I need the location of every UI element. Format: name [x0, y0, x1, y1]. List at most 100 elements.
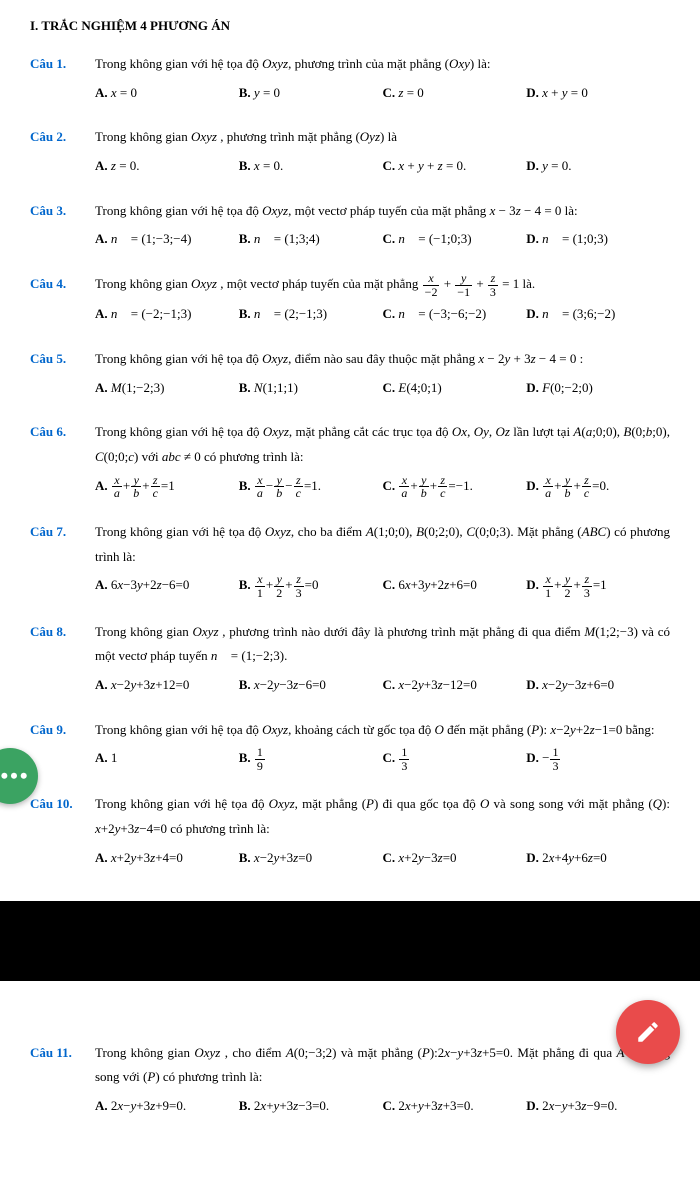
choice: C. x + y + z = 0.: [383, 154, 527, 179]
question-stem: Trong không gian với hệ tọa độ Oxyz, mặt…: [95, 792, 670, 841]
question-label: Câu 6.: [30, 420, 95, 500]
question-body: Trong không gian Oxyz , cho điểm A(0;−3;…: [95, 1041, 670, 1119]
choice: C. 2x+y+3z+3=0.: [383, 1094, 527, 1119]
question-label: Câu 7.: [30, 520, 95, 600]
question-label: Câu 10.: [30, 792, 95, 870]
question-label: Câu 8.: [30, 620, 95, 698]
choice: B. x1+y2+z3=0: [239, 573, 383, 599]
page-break: [0, 901, 700, 981]
question-stem: Trong không gian với hệ tọa độ Oxyz, điể…: [95, 347, 670, 372]
choice: A. n⃗ = (−2;−1;3): [95, 302, 239, 327]
question-label: Câu 9.: [30, 718, 95, 773]
choices: A. n⃗ = (1;−3;−4)B. n⃗ = (1;3;4)C. n⃗ = …: [95, 227, 670, 252]
choice: C. xa+yb+zc=−1.: [383, 474, 527, 500]
question-body: Trong không gian với hệ tọa độ Oxyz, cho…: [95, 520, 670, 600]
choice: C. E(4;0;1): [383, 376, 527, 401]
choice: A. 1: [95, 746, 239, 772]
choice: A. 2x−y+3z+9=0.: [95, 1094, 239, 1119]
choice: C. x+2y−3z=0: [383, 846, 527, 871]
choice: C. n⃗ = (−3;−6;−2): [383, 302, 527, 327]
choice: A. xa+yb+zc=1: [95, 474, 239, 500]
more-dots-icon: •••: [0, 763, 29, 789]
choice: C. 13: [383, 746, 527, 772]
question: Câu 7.Trong không gian với hệ tọa độ Oxy…: [30, 520, 670, 600]
choices: A. x = 0B. y = 0C. z = 0D. x + y = 0: [95, 81, 670, 106]
question-label: Câu 11.: [30, 1041, 95, 1119]
question-body: Trong không gian với hệ tọa độ Oxyz, kho…: [95, 718, 670, 773]
question-label: Câu 4.: [30, 272, 95, 327]
choice: D. n⃗ = (1;0;3): [526, 227, 670, 252]
question-label: Câu 3.: [30, 199, 95, 252]
choice: A. x = 0: [95, 81, 239, 106]
choices: A. xa+yb+zc=1B. xa−yb−zc=1.C. xa+yb+zc=−…: [95, 474, 670, 500]
choices: A. 6x−3y+2z−6=0B. x1+y2+z3=0C. 6x+3y+2z+…: [95, 573, 670, 599]
question-body: Trong không gian với hệ tọa độ Oxyz, một…: [95, 199, 670, 252]
choice: D. 2x+4y+6z=0: [526, 846, 670, 871]
question-stem: Trong không gian Oxyz , phương trình nào…: [95, 620, 670, 669]
edit-fab[interactable]: [616, 1000, 680, 1064]
choices: A. 2x−y+3z+9=0.B. 2x+y+3z−3=0.C. 2x+y+3z…: [95, 1094, 670, 1119]
section-title: I. TRẮC NGHIỆM 4 PHƯƠNG ÁN: [30, 18, 670, 34]
choice: D. n⃗ = (3;6;−2): [526, 302, 670, 327]
choice: D. x−2y−3z+6=0: [526, 673, 670, 698]
choice: B. x−2y−3z−6=0: [239, 673, 383, 698]
choice: A. x+2y+3z+4=0: [95, 846, 239, 871]
choice: B. 19: [239, 746, 383, 772]
question-stem: Trong không gian với hệ tọa độ Oxyz, kho…: [95, 718, 670, 743]
choice: A. n⃗ = (1;−3;−4): [95, 227, 239, 252]
choice: D. 2x−y+3z−9=0.: [526, 1094, 670, 1119]
choice: A. M(1;−2;3): [95, 376, 239, 401]
question-body: Trong không gian với hệ tọa độ Oxyz, phư…: [95, 52, 670, 105]
choices: A. x−2y+3z+12=0B. x−2y−3z−6=0C. x−2y+3z−…: [95, 673, 670, 698]
choice: B. 2x+y+3z−3=0.: [239, 1094, 383, 1119]
choice: D. y = 0.: [526, 154, 670, 179]
question-body: Trong không gian với hệ tọa độ Oxyz, điể…: [95, 347, 670, 400]
question: Câu 8.Trong không gian Oxyz , phương trì…: [30, 620, 670, 698]
choices: A. M(1;−2;3)B. N(1;1;1)C. E(4;0;1)D. F(0…: [95, 376, 670, 401]
question-stem: Trong không gian Oxyz , một vectơ pháp t…: [95, 272, 670, 298]
choice: C. x−2y+3z−12=0: [383, 673, 527, 698]
choice: B. x−2y+3z=0: [239, 846, 383, 871]
question-body: Trong không gian Oxyz , phương trình nào…: [95, 620, 670, 698]
question: Câu 6.Trong không gian với hệ tọa độ Oxy…: [30, 420, 670, 500]
question: Câu 3.Trong không gian với hệ tọa độ Oxy…: [30, 199, 670, 252]
choices: A. z = 0.B. x = 0.C. x + y + z = 0.D. y …: [95, 154, 670, 179]
choices: A. n⃗ = (−2;−1;3)B. n⃗ = (2;−1;3)C. n⃗ =…: [95, 302, 670, 327]
question-label: Câu 5.: [30, 347, 95, 400]
pencil-icon: [635, 1019, 661, 1045]
choice: D. x + y = 0: [526, 81, 670, 106]
choice: A. 6x−3y+2z−6=0: [95, 573, 239, 599]
choices: A. 1B. 19C. 13D. −13: [95, 746, 670, 772]
question-label: Câu 1.: [30, 52, 95, 105]
question: Câu 4.Trong không gian Oxyz , một vectơ …: [30, 272, 670, 327]
question-stem: Trong không gian với hệ tọa độ Oxyz, một…: [95, 199, 670, 224]
page: I. TRẮC NGHIỆM 4 PHƯƠNG ÁN Câu 1.Trong k…: [0, 0, 700, 1179]
question-stem: Trong không gian với hệ tọa độ Oxyz, mặt…: [95, 420, 670, 469]
choice: B. n⃗ = (2;−1;3): [239, 302, 383, 327]
choice: B. xa−yb−zc=1.: [239, 474, 383, 500]
choice: B. x = 0.: [239, 154, 383, 179]
choice: D. x1+y2+z3=1: [526, 573, 670, 599]
questions-container: Câu 1.Trong không gian với hệ tọa độ Oxy…: [30, 52, 670, 1119]
question: Câu 2.Trong không gian Oxyz , phương trì…: [30, 125, 670, 178]
question: Câu 9.Trong không gian với hệ tọa độ Oxy…: [30, 718, 670, 773]
choice: D. xa+yb+zc=0.: [526, 474, 670, 500]
choice: C. z = 0: [383, 81, 527, 106]
question: Câu 11.Trong không gian Oxyz , cho điểm …: [30, 1041, 670, 1119]
question: Câu 5.Trong không gian với hệ tọa độ Oxy…: [30, 347, 670, 400]
choice: C. 6x+3y+2z+6=0: [383, 573, 527, 599]
question-stem: Trong không gian với hệ tọa độ Oxyz, phư…: [95, 52, 670, 77]
question-stem: Trong không gian Oxyz , phương trình mặt…: [95, 125, 670, 150]
question-body: Trong không gian với hệ tọa độ Oxyz, mặt…: [95, 792, 670, 870]
choice: A. z = 0.: [95, 154, 239, 179]
question-stem: Trong không gian với hệ tọa độ Oxyz, cho…: [95, 520, 670, 569]
choice: C. n⃗ = (−1;0;3): [383, 227, 527, 252]
question: Câu 10.Trong không gian với hệ tọa độ Ox…: [30, 792, 670, 870]
choice: B. n⃗ = (1;3;4): [239, 227, 383, 252]
question-body: Trong không gian Oxyz , một vectơ pháp t…: [95, 272, 670, 327]
choice: D. F(0;−2;0): [526, 376, 670, 401]
choice: B. y = 0: [239, 81, 383, 106]
choices: A. x+2y+3z+4=0B. x−2y+3z=0C. x+2y−3z=0D.…: [95, 846, 670, 871]
question: Câu 1.Trong không gian với hệ tọa độ Oxy…: [30, 52, 670, 105]
choice: A. x−2y+3z+12=0: [95, 673, 239, 698]
